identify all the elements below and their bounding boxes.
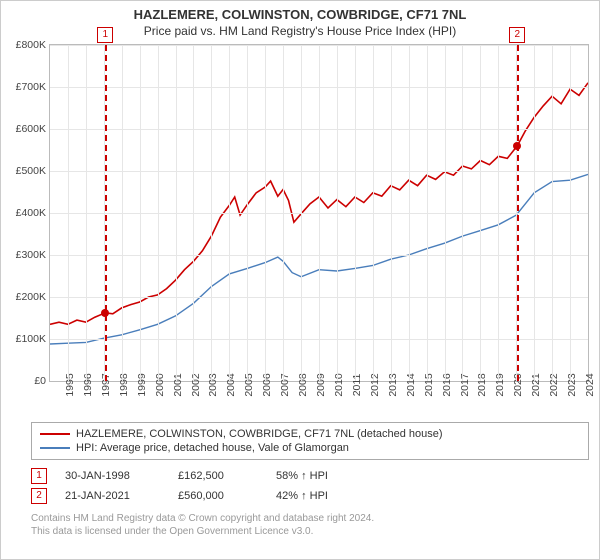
footer-line-1: Contains HM Land Registry data © Crown c… [31, 512, 589, 525]
y-axis-label: £0 [34, 375, 46, 387]
transaction-diff: 42% ↑ HPI [276, 490, 356, 502]
page-title: HAZLEMERE, COLWINSTON, COWBRIDGE, CF71 7… [1, 1, 599, 24]
y-axis-label: £700K [16, 81, 46, 93]
transaction-price: £162,500 [178, 470, 258, 482]
transaction-badge: 2 [31, 488, 47, 504]
legend-item: HAZLEMERE, COLWINSTON, COWBRIDGE, CF71 7… [40, 427, 580, 441]
transaction-date: 21-JAN-2021 [65, 490, 160, 502]
marker-point [513, 142, 521, 150]
legend-swatch [40, 447, 70, 449]
transactions-table: 1 30-JAN-1998 £162,500 58% ↑ HPI 2 21-JAN-202… [31, 466, 589, 506]
transaction-row: 2 21-JAN-2021 £560,000 42% ↑ HPI [31, 486, 589, 506]
transaction-date: 30-JAN-1998 [65, 470, 160, 482]
legend: HAZLEMERE, COLWINSTON, COWBRIDGE, CF71 7… [31, 422, 589, 460]
marker-point [101, 309, 109, 317]
legend-label: HPI: Average price, detached house, Vale… [76, 442, 349, 454]
footer-line-2: This data is licensed under the Open Gov… [31, 525, 589, 538]
marker-label: 1 [97, 27, 113, 43]
y-axis-label: £500K [16, 165, 46, 177]
y-axis-label: £200K [16, 291, 46, 303]
x-axis-label: 2025 [588, 373, 600, 396]
marker-label: 2 [509, 27, 525, 43]
legend-label: HAZLEMERE, COLWINSTON, COWBRIDGE, CF71 7… [76, 428, 443, 440]
marker-line [105, 45, 107, 381]
marker-line [517, 45, 519, 381]
legend-swatch [40, 433, 70, 435]
y-axis-label: £600K [16, 123, 46, 135]
transaction-diff: 58% ↑ HPI [276, 470, 356, 482]
y-axis-label: £400K [16, 207, 46, 219]
legend-item: HPI: Average price, detached house, Vale… [40, 441, 580, 455]
transaction-badge: 1 [31, 468, 47, 484]
y-axis-label: £800K [16, 39, 46, 51]
transaction-row: 1 30-JAN-1998 £162,500 58% ↑ HPI [31, 466, 589, 486]
transaction-price: £560,000 [178, 490, 258, 502]
footer-attribution: Contains HM Land Registry data © Crown c… [31, 512, 589, 538]
y-axis-label: £100K [16, 333, 46, 345]
y-axis-label: £300K [16, 249, 46, 261]
price-chart: £0£100K£200K£300K£400K£500K£600K£700K£80… [49, 44, 589, 382]
